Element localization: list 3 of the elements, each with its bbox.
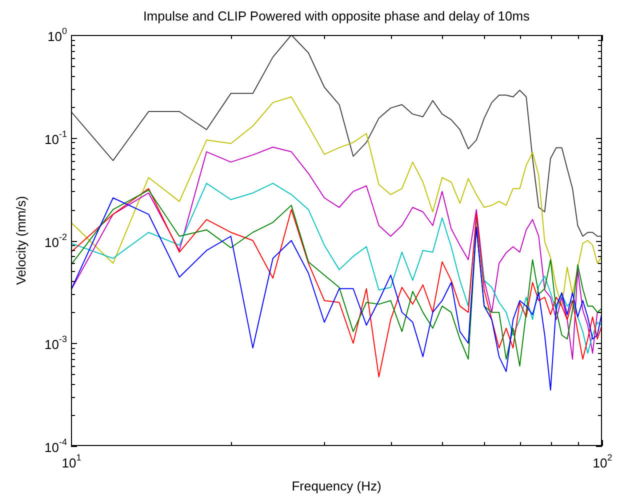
x-axis-title: Frequency (Hz) xyxy=(292,478,382,494)
y-axis-title: Velocity (mm/s) xyxy=(14,196,29,285)
chart-title: Impulse and CLIP Powered with opposite phase and delay of 10ms xyxy=(143,8,530,24)
